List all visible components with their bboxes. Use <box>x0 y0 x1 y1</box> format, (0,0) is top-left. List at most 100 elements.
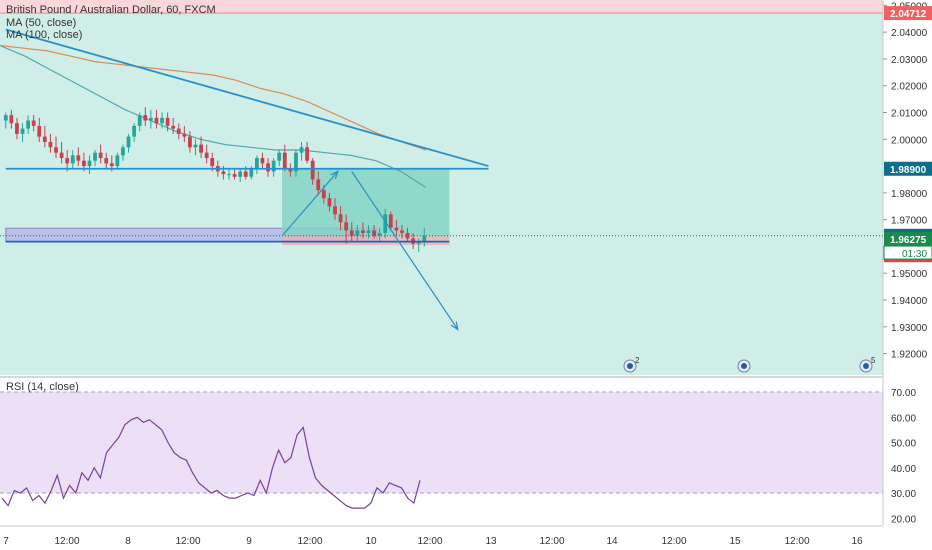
event-count: 5 <box>871 356 876 365</box>
price-tick-label: 2.00000 <box>891 135 928 146</box>
time-tick-label: 8 <box>125 536 131 547</box>
time-tick-label: 12:00 <box>175 536 200 547</box>
candle-body <box>154 117 159 124</box>
candle-body <box>344 222 349 231</box>
candle-body <box>26 120 31 129</box>
candle-body <box>260 158 265 164</box>
price-tick-label: 2.01000 <box>891 109 928 120</box>
candle-body <box>221 171 226 175</box>
candle-body <box>20 128 25 134</box>
time-tick-label: 7 <box>3 536 9 547</box>
price-tick-label: 2.03000 <box>891 55 928 66</box>
candle-body <box>349 230 354 236</box>
candle-body <box>366 230 371 234</box>
rsi-legend[interactable]: RSI (14, close) <box>6 381 79 393</box>
candle-body <box>15 123 19 134</box>
candle-body <box>288 168 293 172</box>
drawing-zones[interactable] <box>5 168 450 246</box>
candle-body <box>405 233 410 239</box>
candle-body <box>227 174 231 176</box>
price-label: 1.96275 <box>890 235 927 246</box>
time-tick-label: 10 <box>365 536 377 547</box>
candle-body <box>238 171 243 177</box>
zone-2 <box>282 235 450 246</box>
rsi-line <box>1 416 421 509</box>
rsi-panel[interactable]: 70.00 60.00 50.00 40.00 30.00 20.00 <box>0 388 916 525</box>
rsi-tick-label: 30.00 <box>891 489 916 500</box>
candle-body <box>176 128 181 134</box>
candle-body <box>266 163 270 172</box>
candle-body <box>327 198 332 207</box>
candle-body <box>383 214 388 234</box>
candle-body <box>121 147 125 156</box>
candle-body <box>271 160 276 172</box>
candle-body <box>70 155 75 164</box>
candle-body <box>355 230 360 236</box>
candle-body <box>199 144 203 153</box>
candle-body <box>42 136 47 142</box>
candle-body <box>377 233 382 236</box>
price-axis[interactable]: 2.050002.040002.030002.020002.010002.000… <box>883 1 932 361</box>
candle-body <box>126 136 131 148</box>
time-tick-label: 12:00 <box>784 536 809 547</box>
time-tick-label: 12:00 <box>417 536 442 547</box>
candle-body <box>109 163 114 167</box>
flag-icon <box>741 363 747 369</box>
price-tick-label: 2.04000 <box>891 28 928 39</box>
candlestick-series[interactable] <box>3 107 427 252</box>
ma50-legend[interactable]: MA (50, close) <box>6 17 77 29</box>
candle-body <box>115 155 120 167</box>
price-label-bg <box>884 232 932 247</box>
candle-body <box>82 160 86 167</box>
rsi-tick-label: 60.00 <box>891 413 916 424</box>
candle-body <box>204 152 209 159</box>
time-tick-label: 12:00 <box>661 536 686 547</box>
candle-body <box>137 115 142 126</box>
countdown-box <box>883 245 932 260</box>
candle-body <box>31 120 36 126</box>
ma50-line <box>0 44 427 189</box>
candle-body <box>193 144 198 148</box>
time-tick-label: 9 <box>246 536 252 547</box>
trendline-0 <box>5 28 489 167</box>
moving-averages <box>0 44 427 189</box>
candle-body <box>104 158 109 164</box>
arrow-1 <box>351 171 459 330</box>
chart-background <box>0 0 884 525</box>
time-tick-label: 14 <box>606 536 618 547</box>
price-tick-label: 1.95000 <box>891 269 928 280</box>
candle-body <box>54 147 58 153</box>
candle-body <box>132 125 137 137</box>
resistance-band <box>0 0 883 14</box>
price-label-bg <box>884 6 932 21</box>
trendlines[interactable] <box>0 28 883 331</box>
candle-body <box>188 136 192 148</box>
candle-body <box>165 117 170 126</box>
arrow-0 <box>281 171 339 237</box>
candle-body <box>277 152 282 161</box>
rsi-tick-label: 40.00 <box>891 464 916 475</box>
candle-body <box>171 125 176 129</box>
time-tick-label: 12:00 <box>297 536 322 547</box>
event-count: 2 <box>635 356 640 365</box>
candle-body <box>243 171 248 177</box>
candle-body <box>210 158 215 167</box>
flag-icon <box>627 363 633 369</box>
price-tick-label: 1.98000 <box>891 189 928 200</box>
price-tick-label: 1.92000 <box>891 350 928 361</box>
candle-body <box>249 168 254 177</box>
candle-body <box>254 158 259 169</box>
ma100-legend[interactable]: MA (100, close) <box>6 29 83 41</box>
rsi-tick-label: 20.00 <box>891 514 916 525</box>
candle-body <box>143 115 148 121</box>
candle-body <box>93 152 97 161</box>
zone-1 <box>282 168 450 236</box>
price-tick-label: 1.93000 <box>891 323 928 334</box>
symbol-legend[interactable]: British Pound / Australian Dollar, 60, F… <box>6 4 216 16</box>
candle-body <box>148 117 153 121</box>
time-tick-label: 16 <box>851 536 863 547</box>
time-axis[interactable]: 7 12:00 8 12:00 9 12:00 10 12:00 13 12:00 14 12:00 1… <box>0 525 883 547</box>
arrow-head-1 <box>450 321 459 331</box>
